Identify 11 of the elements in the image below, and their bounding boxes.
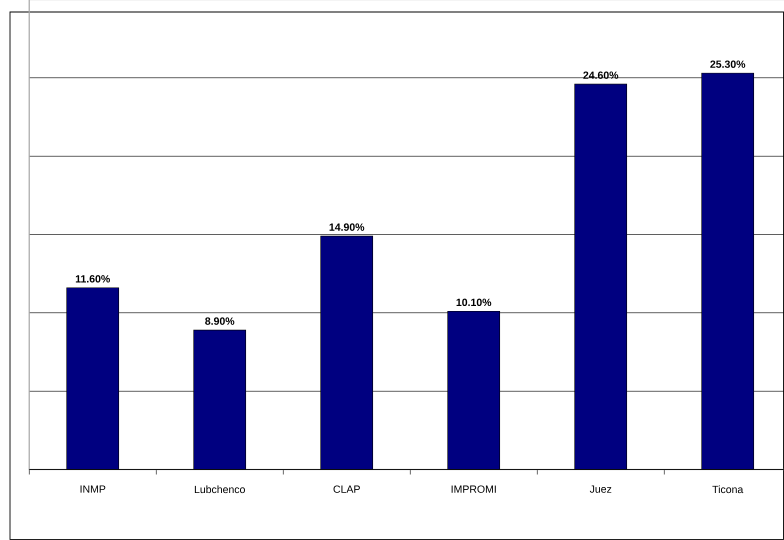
x-tick-label: CLAP (334, 485, 360, 493)
x-tick-label: Lubchenco (194, 485, 245, 494)
x-tick-label: IMPROMI (452, 485, 496, 493)
data-label: 25.30% (710, 60, 746, 68)
x-tick-label: Ticona (712, 485, 744, 494)
x-tick-label: INMP (80, 485, 106, 493)
data-label: 10.10% (456, 298, 492, 306)
data-label: 8.90% (205, 317, 234, 325)
data-label: 11.60% (76, 275, 110, 283)
x-tick-label: Juez (590, 485, 612, 493)
data-label: 14.90% (330, 223, 364, 231)
